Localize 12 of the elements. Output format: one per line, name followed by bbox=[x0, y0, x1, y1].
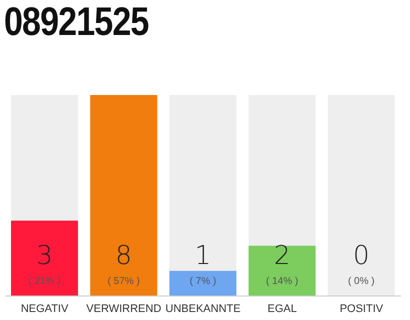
x-tick-label: UNBEKANNTE bbox=[165, 302, 241, 315]
bar bbox=[169, 270, 236, 296]
x-tick-label: EGAL bbox=[268, 302, 297, 315]
data-label: 1 ( 7% ) bbox=[190, 241, 216, 287]
x-tick-label: POSITIV bbox=[340, 302, 384, 315]
data-label: 3 ( 21% ) bbox=[28, 241, 61, 287]
x-tick-label: VERWIRREND bbox=[86, 302, 162, 315]
x-tick-label: NEGATIV bbox=[20, 302, 69, 315]
chart-title: 08921525 bbox=[4, 0, 148, 45]
data-label: 0 ( 0% ) bbox=[348, 241, 375, 287]
data-label: 8 ( 57% ) bbox=[108, 241, 140, 287]
data-label: 2 ( 14% ) bbox=[266, 241, 298, 287]
